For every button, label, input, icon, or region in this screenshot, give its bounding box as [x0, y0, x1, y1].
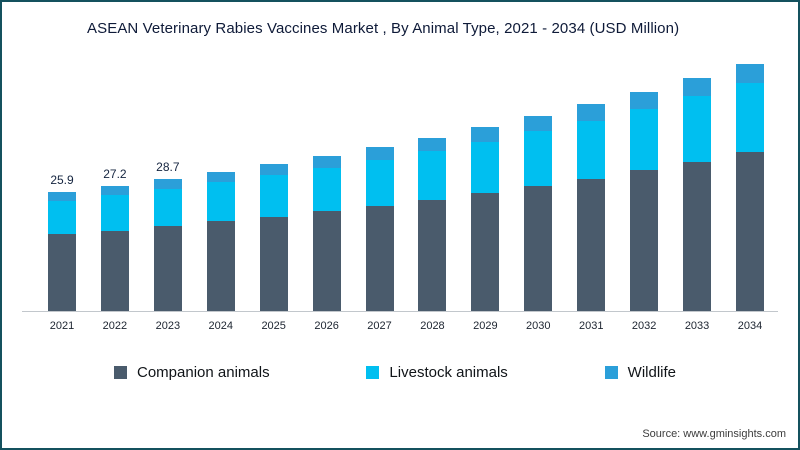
bar-segment-wildlife [418, 137, 447, 151]
bar-column [735, 63, 764, 311]
bar-value-label: 25.9 [50, 172, 74, 187]
bar-segment-companion [471, 193, 500, 311]
plot-area: 25.9 27.2 28.7 2021 2022 2023 2024 2025 2026 202… [2, 45, 798, 332]
bar-segment-companion [365, 205, 394, 311]
legend-swatch-icon [114, 366, 127, 379]
bar-segment-livestock [365, 159, 394, 206]
bar-column [683, 78, 712, 311]
legend-item: Wildlife [604, 364, 676, 381]
legend-swatch-icon [366, 366, 380, 379]
bar-segment-wildlife [735, 63, 764, 83]
bar-segment-wildlife [312, 156, 341, 168]
bar-column: 25.9 [48, 173, 76, 311]
bar-segment-livestock [577, 120, 606, 179]
x-axis-tick-label: 2024 [208, 320, 233, 332]
legend-item: Companion animals [114, 364, 270, 381]
bar-segment-livestock [312, 167, 341, 212]
bar-segment-livestock [471, 141, 500, 194]
bars-container: 25.9 27.2 28.7 [2, 45, 798, 311]
bar-segment-wildlife [259, 164, 288, 176]
bar-segment-livestock [683, 96, 712, 162]
bar-segment-livestock [100, 195, 129, 231]
bar-value-label: 28.7 [156, 160, 180, 174]
legend: Companion animals Livestock animals Wildli… [2, 364, 798, 381]
x-axis-tick-label: 2031 [578, 320, 604, 332]
bar-segment-wildlife [524, 116, 553, 132]
x-axis-tick-label: 2030 [526, 320, 551, 332]
bar-column [418, 137, 447, 311]
bar-segment-companion [577, 178, 606, 311]
bar-column [471, 127, 500, 311]
bar-column [365, 147, 394, 311]
legend-label: Wildlife [627, 364, 676, 381]
bar-segment-companion [48, 234, 76, 311]
bar-segment-companion [630, 170, 659, 311]
bar-segment-companion [153, 225, 182, 311]
x-axis-tick-label: 2025 [261, 320, 286, 332]
bar-segment-wildlife [100, 185, 129, 196]
x-axis-labels: 2021 2022 2023 2024 2025 2026 2027 2028 2029 2030… [2, 312, 798, 332]
bar-segment-livestock [630, 108, 659, 171]
bar-segment-companion [206, 221, 235, 311]
bar-segment-wildlife [365, 147, 394, 160]
x-axis-tick-label: 2028 [420, 320, 445, 332]
bar-segment-livestock [153, 188, 182, 226]
bar-segment-wildlife [153, 179, 182, 189]
bar-column [259, 164, 288, 311]
x-axis-line [22, 311, 778, 312]
x-axis-tick-label: 2027 [367, 320, 392, 332]
source-credit: Source: www.gminsights.com [642, 428, 786, 440]
bar-segment-livestock [206, 182, 235, 222]
x-axis-tick-label: 2021 [49, 320, 75, 332]
bar-column [312, 156, 341, 311]
bar-column [206, 172, 235, 311]
x-axis-tick-label: 2032 [631, 320, 657, 332]
bar-segment-livestock [48, 200, 76, 235]
bar-segment-companion [312, 211, 341, 311]
legend-label: Livestock animals [389, 364, 508, 381]
bar-segment-wildlife [577, 104, 606, 121]
legend-swatch-icon [604, 366, 618, 379]
x-axis-tick-label: 2033 [684, 320, 710, 332]
legend-item: Livestock animals [366, 364, 508, 381]
bar-column: 27.2 [100, 166, 129, 311]
bar-segment-wildlife [471, 127, 500, 142]
x-axis-tick-label: 2022 [102, 320, 128, 332]
bar-segment-companion [418, 199, 447, 311]
bar-segment-companion [683, 161, 712, 311]
x-axis-tick-label: 2023 [155, 320, 181, 332]
bar-column: 28.7 [153, 160, 182, 311]
bar-segment-wildlife [206, 172, 235, 183]
x-axis-tick-label: 2029 [473, 320, 498, 332]
bar-segment-companion [524, 185, 553, 311]
bar-segment-wildlife [48, 191, 76, 201]
x-axis-tick-label: 2034 [737, 320, 763, 332]
bar-segment-wildlife [683, 78, 712, 97]
bar-segment-livestock [418, 150, 447, 200]
bar-column [577, 104, 606, 311]
bar-segment-livestock [259, 175, 288, 217]
bar-column [630, 92, 659, 311]
bar-segment-companion [100, 230, 129, 311]
bar-segment-livestock [735, 82, 764, 153]
bar-segment-companion [259, 216, 288, 311]
x-axis-tick-label: 2026 [314, 320, 339, 332]
bar-segment-wildlife [630, 92, 659, 109]
bar-segment-companion [735, 152, 764, 311]
bar-column [524, 116, 553, 311]
bar-segment-livestock [524, 131, 553, 186]
chart-title: ASEAN Veterinary Rabies Vaccines Market … [87, 20, 680, 37]
legend-label: Companion animals [137, 364, 270, 381]
bar-value-label: 27.2 [103, 166, 127, 181]
